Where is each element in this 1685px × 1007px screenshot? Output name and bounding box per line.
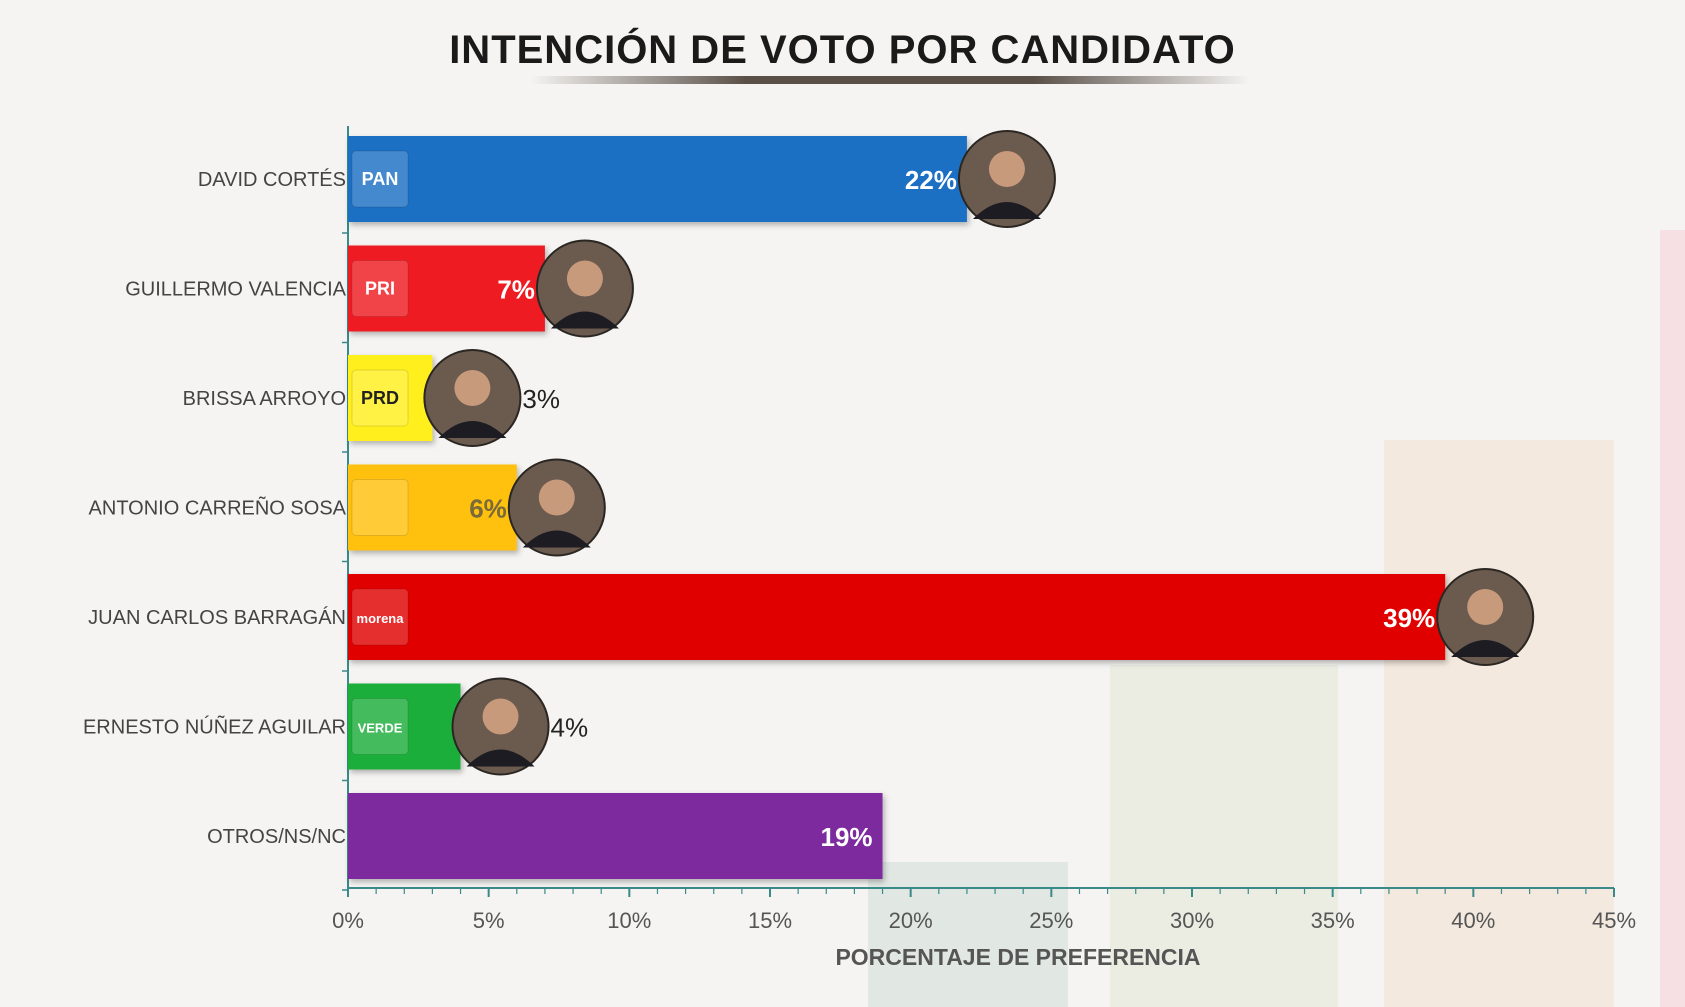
bar-group: GUILLERMO VALENCIA PRI 7% [125,239,634,344]
party-logo [351,479,409,536]
party-logo [351,588,409,646]
background-panel-teal [868,862,1068,1007]
category-label: DAVID CORTÉS [198,168,346,191]
x-tick-label: 20% [889,908,933,933]
party-logo-label: PRD [361,388,399,408]
party-logo-label: PAN [362,169,399,189]
bar-group: OTROS/NS/NC 19% [207,793,883,891]
category-label: BRISSA ARROYO [183,388,346,410]
bar [348,574,1446,660]
value-label: 4% [551,713,589,743]
candidate-photo-body [438,421,507,438]
x-tick-label: 15% [748,908,792,933]
value-label: 7% [497,275,535,305]
party-logo [351,369,409,427]
x-tick-label: 35% [1311,908,1355,933]
value-label: 6% [469,494,507,524]
x-tick-label: 5% [473,908,505,933]
candidate-photo-body [522,530,591,548]
candidate-photo-face [988,151,1025,187]
bar-group: ERNESTO NÚÑEZ AGUILAR VERDE 4% [83,677,589,782]
x-tick-label: 30% [1170,908,1214,933]
bar [348,355,433,441]
bar-group: JUAN CARLOS BARRAGÁN morena 39% [88,568,1535,672]
x-tick-label: 45% [1592,908,1636,933]
bar-group: ANTONIO CARREÑO SOSA 6% [89,458,606,563]
value-label: 22% [905,165,957,195]
x-axis-label: PORCENTAJE DE PREFERENCIA [835,944,1200,970]
party-logo [351,260,409,317]
category-label: GUILLERMO VALENCIA [125,279,346,301]
x-tick-label: 10% [607,908,651,933]
party-logo-label: PRI [365,279,395,299]
party-logo [351,150,409,208]
party-logo-label: VERDE [358,721,403,736]
candidate-photo-face [566,260,603,297]
bar [348,136,967,222]
chart-title: INTENCIÓN DE VOTO POR CANDIDATO [449,28,1236,72]
bar-group: DAVID CORTÉS PAN 22% [198,130,1056,234]
background-panel-green [1110,665,1338,1007]
candidate-photo-face [538,479,575,516]
category-label: JUAN CARLOS BARRAGÁN [88,606,346,629]
x-tick-label: 0% [332,908,364,933]
candidate-photo-body [1451,640,1520,657]
category-label: OTROS/NS/NC [207,826,346,848]
candidate-photo-face [482,698,519,735]
title-underline [530,76,1250,84]
bar [348,245,545,332]
party-logo [351,698,409,755]
x-tick-label: 25% [1029,908,1073,933]
candidate-photo-body [466,749,535,767]
bar [348,793,883,879]
background-strip-pink [1660,230,1685,1007]
candidate-photo-face [454,370,491,406]
bar [348,464,517,551]
background-panel-peach [1384,440,1614,1007]
value-label: 19% [820,822,872,852]
party-logo-label: morena [357,611,405,626]
x-tick-label: 40% [1451,908,1495,933]
candidate-photo-body [550,311,619,329]
bar [348,683,461,770]
category-label: ANTONIO CARREÑO SOSA [89,496,347,520]
candidate-photo-body [972,202,1041,219]
candidate-photo-face [1467,589,1504,625]
value-label: 3% [522,384,560,414]
bar-group: BRISSA ARROYO PRD 3% [183,349,560,453]
category-label: ERNESTO NÚÑEZ AGUILAR [83,715,346,739]
value-label: 39% [1383,603,1435,633]
